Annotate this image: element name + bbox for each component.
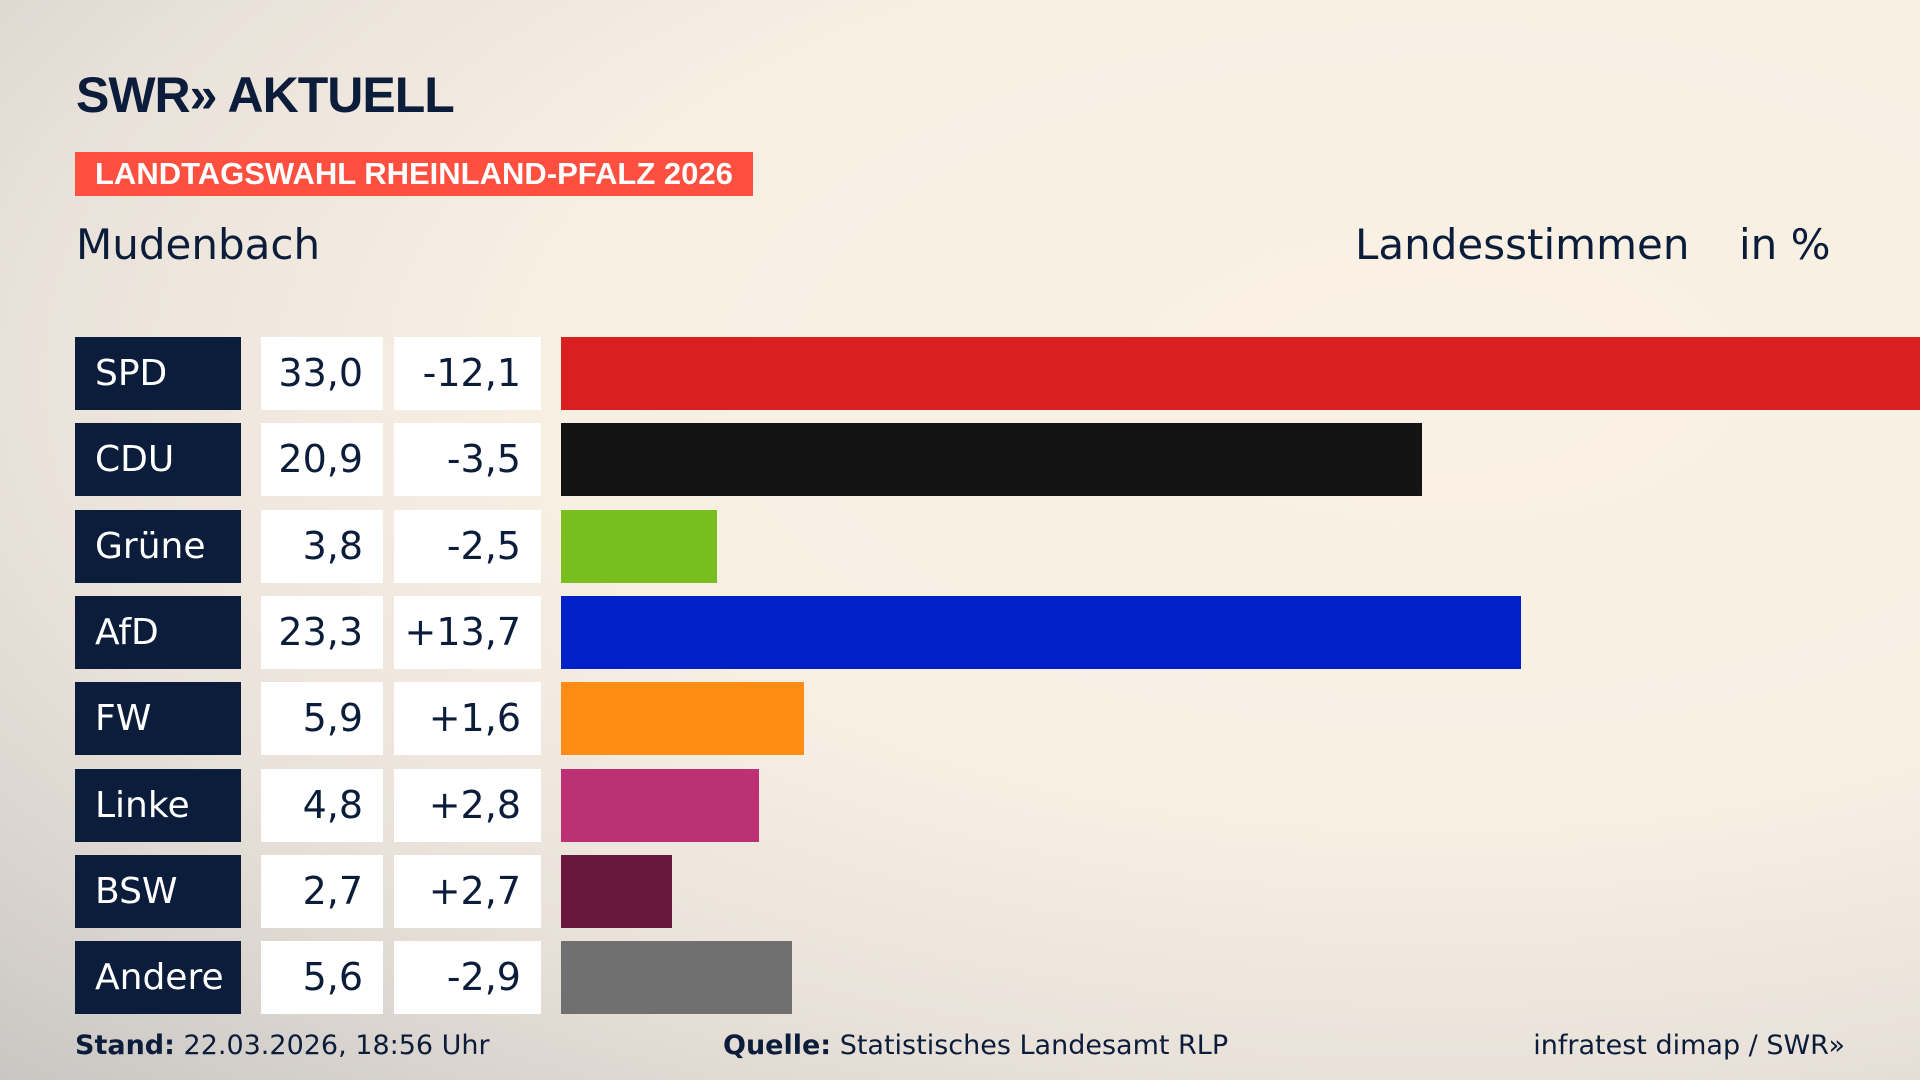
value-label: 5,9 — [261, 682, 383, 756]
election-banner: LANDTAGSWAHL RHEINLAND-PFALZ 2026 — [75, 152, 753, 196]
swr-aktuell-logo: SWR» AKTUELL — [76, 67, 455, 123]
credit: infratest dimap / SWR» — [1533, 1030, 1845, 1061]
party-label: SPD — [75, 337, 241, 410]
bar-andere — [561, 941, 792, 1015]
party-label: Andere — [75, 941, 241, 1015]
bar-spd — [561, 337, 1920, 410]
party-label: Grüne — [75, 509, 241, 583]
party-label: AfD — [75, 595, 241, 669]
bar-bsw — [561, 854, 673, 928]
value-label: 20,9 — [261, 423, 383, 497]
diff-label: +13,7 — [394, 595, 541, 669]
timestamp: Stand: 22.03.2026, 18:56 Uhr — [75, 1030, 490, 1061]
value-label: 4,8 — [261, 768, 383, 842]
source: Quelle: Statistisches Landesamt RLP — [723, 1030, 1228, 1061]
party-label: BSW — [75, 854, 241, 928]
diff-label: +2,8 — [394, 768, 541, 842]
value-label: 33,0 — [261, 337, 383, 410]
diff-label: -2,9 — [394, 941, 541, 1015]
metric-label: Landesstimmen — [1355, 220, 1690, 269]
bar-afd — [561, 595, 1521, 669]
diff-label: -2,5 — [394, 509, 541, 583]
diff-label: +2,7 — [394, 854, 541, 928]
unit-label: in % — [1739, 220, 1831, 269]
value-label: 23,3 — [261, 595, 383, 669]
stand-label: Stand: — [75, 1030, 175, 1061]
source-value: Statistisches Landesamt RLP — [839, 1030, 1229, 1061]
bar-linke — [561, 768, 759, 842]
party-label: Linke — [75, 768, 241, 842]
value-label: 2,7 — [261, 854, 383, 928]
diff-label: -12,1 — [394, 337, 541, 410]
party-label: CDU — [75, 423, 241, 497]
stand-value: 22.03.2026, 18:56 Uhr — [183, 1030, 490, 1061]
party-label: FW — [75, 682, 241, 756]
diff-label: +1,6 — [394, 682, 541, 756]
value-label: 3,8 — [261, 509, 383, 583]
source-label: Quelle: — [723, 1030, 832, 1061]
value-label: 5,6 — [261, 941, 383, 1015]
bar-cdu — [561, 423, 1422, 497]
diff-label: -3,5 — [394, 423, 541, 497]
bar-grüne — [561, 509, 718, 583]
place-title: Mudenbach — [76, 220, 321, 269]
bar-fw — [561, 682, 804, 756]
